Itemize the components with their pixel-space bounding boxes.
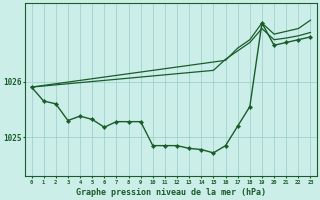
X-axis label: Graphe pression niveau de la mer (hPa): Graphe pression niveau de la mer (hPa) xyxy=(76,188,266,197)
